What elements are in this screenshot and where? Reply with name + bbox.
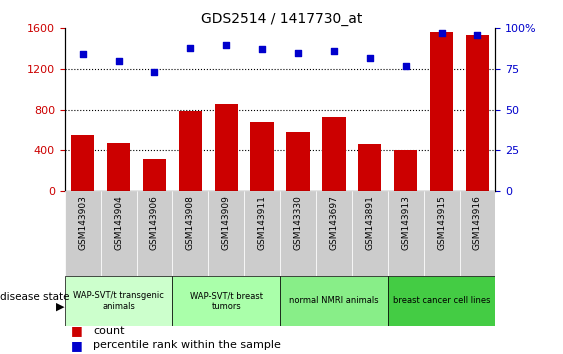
Text: GSM143913: GSM143913: [401, 195, 410, 250]
Bar: [251, 122, 274, 191]
FancyBboxPatch shape: [316, 191, 352, 276]
Point: [186, 45, 195, 51]
Text: GSM143906: GSM143906: [150, 195, 159, 250]
Text: GSM143915: GSM143915: [437, 195, 446, 250]
FancyBboxPatch shape: [352, 191, 388, 276]
FancyBboxPatch shape: [244, 191, 280, 276]
Text: GDS2514 / 1417730_at: GDS2514 / 1417730_at: [201, 12, 362, 27]
Bar: [178, 111, 202, 191]
FancyBboxPatch shape: [208, 191, 244, 276]
FancyBboxPatch shape: [280, 276, 388, 326]
FancyBboxPatch shape: [65, 276, 172, 326]
Text: ■: ■: [70, 339, 82, 352]
Point: [437, 30, 446, 36]
Point: [473, 32, 482, 38]
Bar: [287, 132, 310, 191]
Bar: [358, 144, 382, 191]
Bar: [466, 35, 489, 191]
Text: GSM143903: GSM143903: [78, 195, 87, 250]
Text: GSM143916: GSM143916: [473, 195, 482, 250]
Text: count: count: [93, 326, 124, 336]
Bar: [215, 104, 238, 191]
FancyBboxPatch shape: [101, 191, 137, 276]
Text: GSM143330: GSM143330: [293, 195, 302, 250]
Text: breast cancer cell lines: breast cancer cell lines: [393, 296, 490, 306]
Text: GSM143697: GSM143697: [329, 195, 338, 250]
Text: WAP-SVT/t breast
tumors: WAP-SVT/t breast tumors: [190, 291, 263, 310]
Text: normal NMRI animals: normal NMRI animals: [289, 296, 379, 306]
Text: GSM143911: GSM143911: [258, 195, 267, 250]
Point: [293, 50, 302, 56]
Bar: [107, 143, 130, 191]
Bar: [71, 135, 95, 191]
FancyBboxPatch shape: [388, 191, 424, 276]
Point: [78, 52, 87, 57]
Point: [114, 58, 123, 64]
FancyBboxPatch shape: [172, 191, 208, 276]
Text: GSM143908: GSM143908: [186, 195, 195, 250]
Text: disease state: disease state: [0, 292, 69, 302]
Text: percentile rank within the sample: percentile rank within the sample: [93, 340, 281, 350]
FancyBboxPatch shape: [65, 191, 101, 276]
Point: [401, 63, 410, 69]
Text: GSM143904: GSM143904: [114, 195, 123, 250]
FancyBboxPatch shape: [424, 191, 459, 276]
Bar: [322, 117, 346, 191]
FancyBboxPatch shape: [280, 191, 316, 276]
FancyBboxPatch shape: [137, 191, 172, 276]
Point: [258, 47, 267, 52]
Point: [222, 42, 231, 47]
Point: [150, 69, 159, 75]
Text: ■: ■: [70, 325, 82, 337]
FancyBboxPatch shape: [388, 276, 495, 326]
Bar: [430, 32, 453, 191]
Bar: [143, 159, 166, 191]
FancyBboxPatch shape: [172, 276, 280, 326]
Bar: [394, 150, 417, 191]
Point: [329, 48, 338, 54]
FancyBboxPatch shape: [459, 191, 495, 276]
Text: ▶: ▶: [56, 301, 65, 311]
Text: GSM143909: GSM143909: [222, 195, 231, 250]
Text: WAP-SVT/t transgenic
animals: WAP-SVT/t transgenic animals: [73, 291, 164, 310]
Point: [365, 55, 374, 61]
Text: GSM143891: GSM143891: [365, 195, 374, 250]
